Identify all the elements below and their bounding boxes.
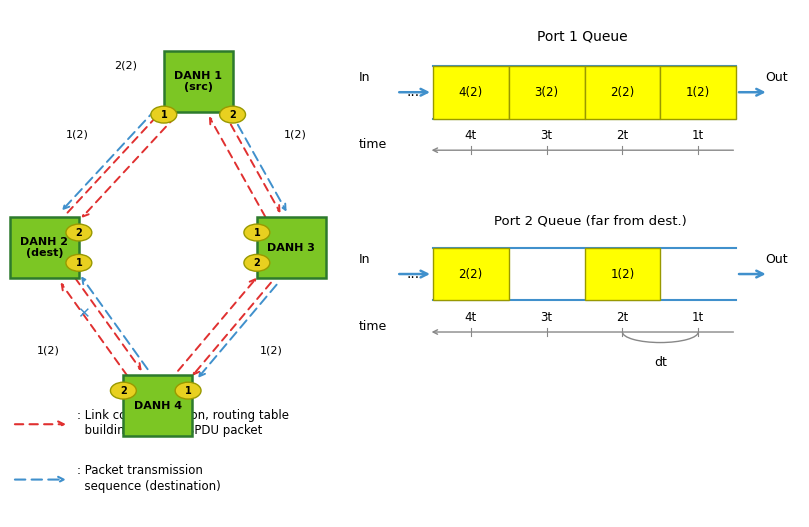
Text: Out: Out [765, 253, 788, 266]
Text: 2: 2 [75, 228, 83, 238]
Circle shape [244, 224, 270, 241]
Text: 1(2): 1(2) [66, 130, 88, 139]
Bar [660, 66, 736, 119]
Text: 2: 2 [229, 110, 236, 120]
Circle shape [110, 382, 136, 399]
Bar [584, 248, 660, 300]
Circle shape [175, 382, 201, 399]
Text: DANH 1
(src): DANH 1 (src) [174, 71, 222, 92]
Circle shape [150, 106, 176, 123]
Text: 4t: 4t [464, 129, 477, 142]
Text: DANH 3: DANH 3 [267, 243, 316, 252]
Text: In: In [358, 71, 370, 84]
Bar [433, 66, 509, 119]
Text: DANH 4: DANH 4 [133, 401, 182, 411]
Text: 2t: 2t [616, 129, 629, 142]
Text: 2: 2 [253, 258, 260, 268]
Text: time: time [358, 320, 387, 333]
Text: 2(2): 2(2) [610, 86, 634, 99]
Text: Out: Out [765, 71, 788, 84]
Text: 2: 2 [120, 386, 127, 396]
FancyBboxPatch shape [10, 217, 78, 278]
Text: 4(2): 4(2) [459, 86, 483, 99]
Text: 1(2): 1(2) [37, 346, 60, 355]
Text: 3t: 3t [540, 311, 553, 324]
Text: 1t: 1t [693, 129, 705, 142]
Text: 1: 1 [184, 386, 192, 396]
Text: : Packet transmission: : Packet transmission [77, 464, 203, 477]
Text: ...: ... [406, 267, 419, 281]
Circle shape [66, 224, 91, 241]
Text: 1(2): 1(2) [686, 86, 710, 99]
Circle shape [244, 255, 270, 271]
Text: 2(2): 2(2) [459, 268, 483, 280]
FancyBboxPatch shape [123, 375, 192, 436]
Text: 1: 1 [253, 228, 260, 238]
Text: building through BPDU packet: building through BPDU packet [77, 424, 262, 437]
Text: 1(2): 1(2) [260, 346, 282, 355]
Text: : Link cost calculation, routing table: : Link cost calculation, routing table [77, 408, 289, 422]
Text: 3(2): 3(2) [535, 86, 559, 99]
Text: In: In [358, 253, 370, 266]
Text: 1(2): 1(2) [284, 130, 307, 139]
Text: 1t: 1t [693, 311, 705, 324]
Text: ✕: ✕ [77, 306, 90, 321]
FancyBboxPatch shape [163, 51, 232, 112]
Text: dt: dt [654, 356, 667, 369]
Bar [433, 248, 509, 300]
Bar [509, 66, 584, 119]
Text: ...: ... [406, 85, 419, 99]
Text: 3t: 3t [540, 129, 553, 142]
Text: Port 2 Queue (far from dest.): Port 2 Queue (far from dest.) [494, 215, 687, 228]
Text: Port 1 Queue: Port 1 Queue [537, 30, 628, 44]
Circle shape [66, 255, 91, 271]
Text: DANH 2
(dest): DANH 2 (dest) [20, 237, 69, 258]
Text: 1: 1 [75, 258, 83, 268]
Text: 1: 1 [160, 110, 167, 120]
Text: 1(2): 1(2) [610, 268, 634, 280]
Text: sequence (destination): sequence (destination) [77, 480, 221, 493]
Text: 2t: 2t [616, 311, 629, 324]
Bar [584, 66, 660, 119]
Text: 4t: 4t [464, 311, 477, 324]
Text: time: time [358, 139, 387, 151]
Text: 2(2): 2(2) [114, 61, 137, 71]
FancyBboxPatch shape [257, 217, 325, 278]
Circle shape [219, 106, 245, 123]
